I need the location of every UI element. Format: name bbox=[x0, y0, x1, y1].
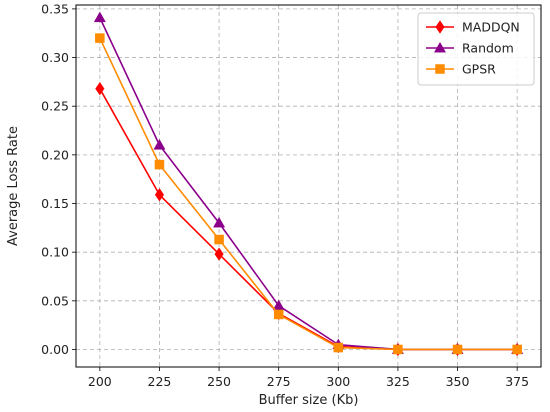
legend-item-random: Random bbox=[426, 41, 514, 56]
legend-box bbox=[417, 12, 535, 86]
series-gpsr bbox=[95, 33, 522, 355]
x-axis-label: Buffer size (Kb) bbox=[259, 393, 359, 408]
y-tick-label: 0.35 bbox=[41, 1, 69, 16]
legend-label: MADDQN bbox=[462, 20, 520, 35]
x-tick-label: 200 bbox=[88, 374, 112, 389]
y-tick-label: 0.15 bbox=[41, 196, 69, 211]
x-tick-label: 350 bbox=[446, 374, 470, 389]
data-point-gpsr bbox=[512, 344, 522, 355]
data-point-gpsr bbox=[333, 342, 344, 353]
y-tick-label: 0.20 bbox=[41, 147, 69, 162]
legend-item-maddqn: MADDQN bbox=[426, 20, 520, 35]
x-tick-label: 225 bbox=[148, 374, 172, 389]
y-tick-label: 0.25 bbox=[41, 99, 69, 114]
legend-item-gpsr: GPSR bbox=[426, 62, 496, 77]
legend-marker-maddqn bbox=[435, 20, 445, 34]
data-point-maddqn bbox=[154, 188, 165, 202]
legend: MADDQN Random GPSR bbox=[417, 12, 535, 86]
legend-label: GPSR bbox=[462, 62, 496, 77]
legend-marker-random bbox=[433, 41, 447, 53]
x-tick-label: 325 bbox=[386, 374, 410, 389]
y-ticks: 0.00 0.05 0.10 0.15 0.20 0.25 0.30 0.35 bbox=[41, 1, 76, 357]
data-point-gpsr bbox=[273, 309, 284, 320]
data-point-gpsr bbox=[452, 344, 463, 355]
y-tick-label: 0.00 bbox=[41, 342, 69, 357]
data-point-gpsr bbox=[214, 234, 224, 245]
x-tick-label: 275 bbox=[267, 374, 291, 389]
y-tick-label: 0.05 bbox=[41, 293, 69, 308]
data-point-gpsr bbox=[95, 33, 105, 43]
series-line-gpsr bbox=[99, 37, 518, 351]
plot-frame bbox=[75, 4, 542, 368]
series-line-maddqn bbox=[99, 88, 518, 351]
x-tick-label: 250 bbox=[207, 374, 231, 389]
y-axis-label: Average Loss Rate bbox=[6, 126, 21, 246]
data-point-maddqn bbox=[95, 81, 105, 96]
data-point-gpsr bbox=[154, 159, 165, 170]
data-point-random bbox=[213, 216, 226, 228]
x-ticks: 200 225 250 275 300 325 350 375 bbox=[88, 367, 529, 389]
legend-marker-gpsr bbox=[435, 64, 445, 74]
legend-label: Random bbox=[462, 41, 514, 56]
data-point-random bbox=[153, 139, 166, 150]
x-tick-label: 375 bbox=[505, 374, 529, 389]
data-point-gpsr bbox=[393, 344, 403, 355]
y-tick-label: 0.10 bbox=[41, 245, 69, 260]
y-tick-label: 0.30 bbox=[41, 50, 69, 65]
data-point-random bbox=[93, 11, 106, 23]
data-point-maddqn bbox=[214, 247, 224, 261]
series-layer bbox=[93, 11, 524, 357]
x-tick-label: 300 bbox=[326, 374, 350, 389]
